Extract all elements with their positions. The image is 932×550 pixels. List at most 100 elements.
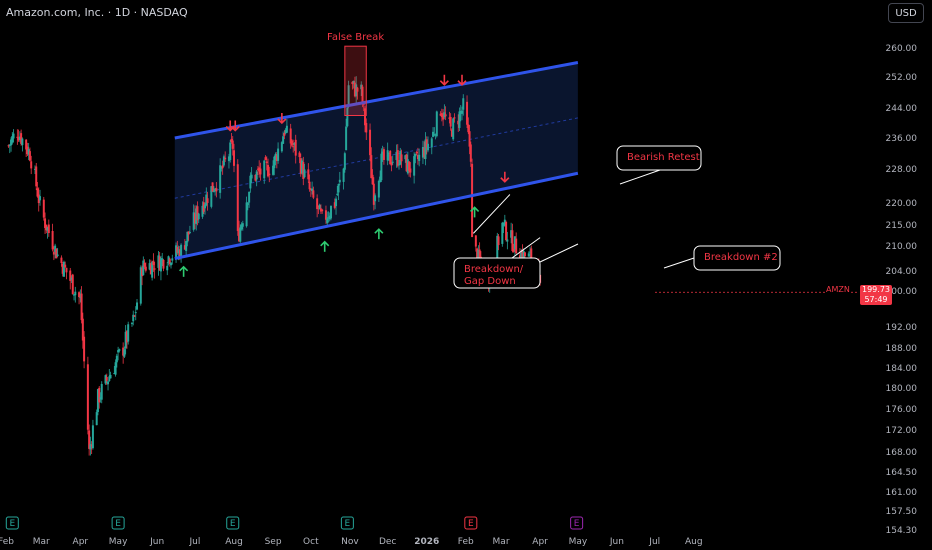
- candle-body: [275, 155, 278, 162]
- earnings-marker-box: [5, 516, 19, 530]
- candle-body: [416, 154, 419, 160]
- y-axis-tick: 252.00: [886, 73, 918, 83]
- candle-body: [183, 245, 186, 250]
- candle-body: [170, 262, 173, 266]
- false-break-box: [344, 45, 367, 116]
- candle-body: [139, 267, 142, 304]
- currency-button[interactable]: USD: [888, 3, 924, 23]
- candle-body: [142, 260, 145, 276]
- candle-body: [44, 218, 47, 228]
- candle-body: [329, 205, 332, 219]
- candle-body: [497, 236, 500, 246]
- candle-body: [274, 154, 277, 161]
- candle-body: [442, 113, 445, 120]
- resistance-down-arrow: [457, 74, 467, 86]
- candle-body: [290, 140, 293, 146]
- candle-body: [168, 258, 171, 265]
- last-price-tag: AMZN 199.73 57:49: [826, 285, 892, 305]
- candle-body: [391, 161, 394, 163]
- support-up-arrow: [374, 228, 384, 240]
- x-axis-tick: May: [569, 537, 588, 547]
- candle-body: [161, 258, 164, 261]
- breakdown-2-callout-box: [693, 245, 781, 271]
- candle-body: [113, 373, 116, 375]
- candle-body: [405, 154, 408, 172]
- candle-body: [245, 202, 248, 227]
- candle-body: [7, 145, 10, 147]
- candle-body: [371, 174, 374, 185]
- candle-body: [153, 268, 156, 270]
- candle-body: [46, 227, 49, 231]
- x-axis-tick: Jul: [648, 537, 660, 547]
- candle-body: [466, 101, 469, 125]
- y-axis-tick: 220.00: [886, 199, 918, 209]
- candle-body: [8, 144, 11, 146]
- candle-body: [317, 205, 320, 207]
- candle-body: [318, 204, 321, 210]
- candle-body: [95, 412, 98, 426]
- candle-body: [143, 262, 146, 267]
- x-axis-tick: 2026: [414, 537, 439, 547]
- candle-body: [159, 258, 162, 272]
- candle-body: [453, 117, 456, 119]
- candle-body: [83, 336, 86, 362]
- candle-body: [282, 136, 285, 144]
- breakdown-2-callout-text: Breakdown #2: [704, 252, 778, 263]
- candle-body: [132, 314, 135, 322]
- candle-body: [28, 151, 31, 161]
- x-axis-tick: Feb: [0, 537, 14, 547]
- candle-body: [65, 267, 68, 273]
- candle-body: [240, 224, 243, 230]
- candle-body: [352, 80, 355, 84]
- candle-body: [326, 218, 329, 224]
- candle-body: [239, 227, 242, 242]
- y-axis-tick: 215.00: [886, 221, 918, 231]
- candle-body: [477, 249, 480, 263]
- candle-body: [219, 165, 222, 193]
- candle-body: [26, 146, 29, 155]
- channel-upper-line: [174, 61, 579, 140]
- candle-body: [254, 174, 257, 181]
- candle-body: [230, 138, 233, 143]
- candle-body: [214, 188, 217, 192]
- y-axis-tick: 164.50: [886, 468, 918, 478]
- candle-body: [285, 125, 288, 133]
- candle-body: [144, 266, 147, 271]
- candle-body: [35, 166, 38, 187]
- earnings-marker-label: E: [468, 519, 474, 529]
- candle-body: [421, 146, 424, 158]
- y-axis-tick: 180.00: [886, 384, 918, 394]
- candle-body: [104, 375, 107, 384]
- bearish-retest-callout: Bearish Retest: [616, 145, 702, 185]
- candle-body: [37, 194, 40, 204]
- x-axis-tick: Oct: [303, 537, 319, 547]
- candle-body: [273, 156, 276, 169]
- candle-body: [250, 174, 253, 179]
- candle-body: [521, 249, 524, 261]
- candle-body: [123, 349, 126, 357]
- candle-body: [321, 209, 324, 212]
- candle-body: [176, 247, 179, 253]
- candle-body: [108, 376, 111, 382]
- x-axis-tick: Aug: [685, 537, 703, 547]
- candle-body: [316, 198, 319, 210]
- y-axis-tick: 184.00: [886, 364, 918, 374]
- candle-body: [515, 238, 518, 254]
- x-axis-tick: Apr: [73, 537, 89, 547]
- candle-body: [96, 389, 99, 413]
- candle-body: [398, 164, 401, 166]
- candle-body: [141, 268, 144, 277]
- breakdown-2-callout-pointer: [663, 257, 695, 269]
- y-axis-tick: 157.50: [886, 507, 918, 517]
- candle-body: [293, 142, 296, 145]
- candle-body: [468, 131, 471, 147]
- candle-body: [406, 159, 409, 174]
- symbol-header[interactable]: Amazon.com, Inc. · 1D · NASDAQ: [6, 6, 188, 19]
- candle-body: [264, 157, 267, 160]
- candle-body: [450, 129, 453, 137]
- channel-midline: [174, 117, 578, 199]
- support-up-arrow-head: [470, 206, 480, 212]
- candle-body: [171, 258, 174, 261]
- candle-body: [90, 445, 93, 447]
